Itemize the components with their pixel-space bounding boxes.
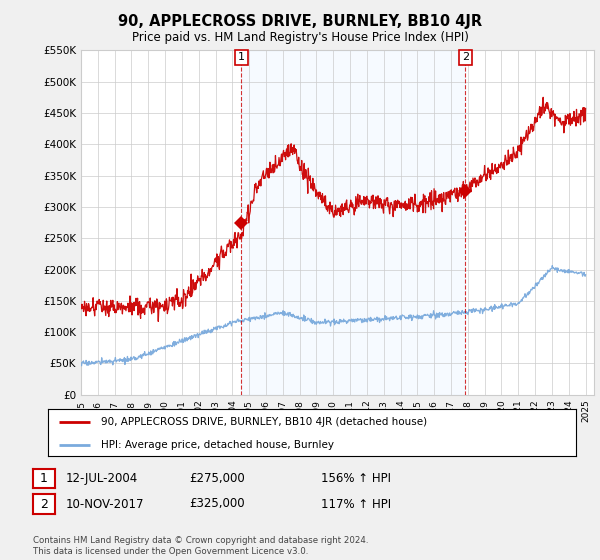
- Text: £325,000: £325,000: [189, 497, 245, 511]
- Text: 10-NOV-2017: 10-NOV-2017: [66, 497, 145, 511]
- Text: 117% ↑ HPI: 117% ↑ HPI: [321, 497, 391, 511]
- Text: 1: 1: [40, 472, 48, 486]
- Text: 90, APPLECROSS DRIVE, BURNLEY, BB10 4JR: 90, APPLECROSS DRIVE, BURNLEY, BB10 4JR: [118, 14, 482, 29]
- Text: 156% ↑ HPI: 156% ↑ HPI: [321, 472, 391, 486]
- Text: 90, APPLECROSS DRIVE, BURNLEY, BB10 4JR (detached house): 90, APPLECROSS DRIVE, BURNLEY, BB10 4JR …: [101, 417, 427, 427]
- Text: 2: 2: [462, 52, 469, 62]
- Text: Price paid vs. HM Land Registry's House Price Index (HPI): Price paid vs. HM Land Registry's House …: [131, 31, 469, 44]
- Text: £275,000: £275,000: [189, 472, 245, 486]
- Text: HPI: Average price, detached house, Burnley: HPI: Average price, detached house, Burn…: [101, 440, 334, 450]
- Text: 12-JUL-2004: 12-JUL-2004: [66, 472, 138, 486]
- Text: 2: 2: [40, 497, 48, 511]
- Text: Contains HM Land Registry data © Crown copyright and database right 2024.
This d: Contains HM Land Registry data © Crown c…: [33, 536, 368, 556]
- Text: 1: 1: [238, 52, 245, 62]
- Bar: [241, 50, 466, 395]
